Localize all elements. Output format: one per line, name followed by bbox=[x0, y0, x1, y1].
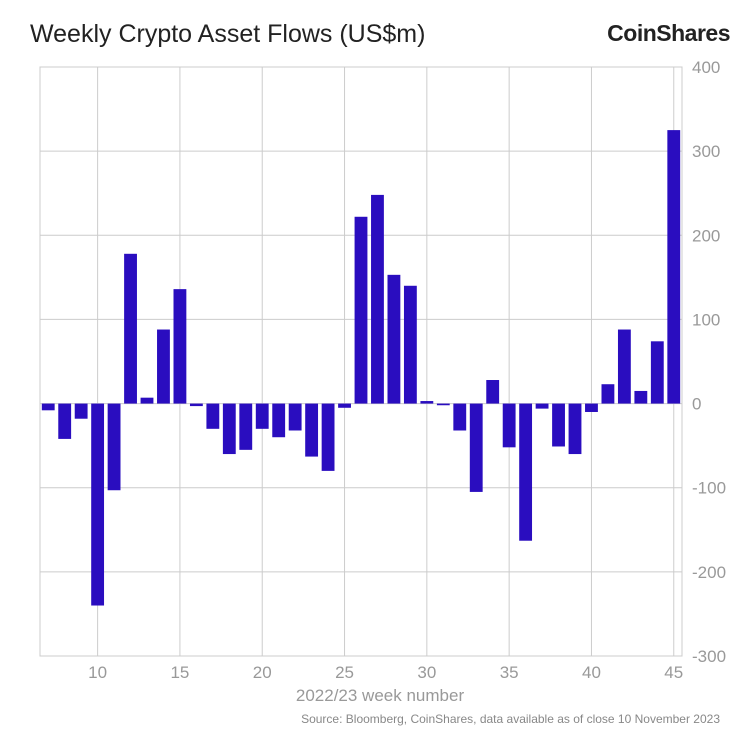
svg-text:0: 0 bbox=[692, 395, 701, 414]
bar bbox=[108, 404, 121, 491]
svg-text:30: 30 bbox=[417, 663, 436, 682]
svg-text:20: 20 bbox=[253, 663, 272, 682]
bar bbox=[585, 404, 598, 412]
brand-logo: CoinShares bbox=[607, 20, 730, 47]
bar bbox=[256, 404, 269, 429]
svg-text:-100: -100 bbox=[692, 479, 726, 498]
bar bbox=[602, 384, 615, 403]
bar bbox=[470, 404, 483, 492]
x-axis-label: 2022/23 week number bbox=[30, 686, 730, 706]
bar bbox=[190, 404, 203, 407]
bar bbox=[75, 404, 88, 419]
bar bbox=[157, 330, 170, 404]
bar bbox=[338, 404, 351, 408]
bar bbox=[503, 404, 516, 448]
svg-text:-300: -300 bbox=[692, 647, 726, 666]
bar bbox=[371, 195, 384, 404]
bar bbox=[174, 289, 187, 403]
bar bbox=[618, 330, 631, 404]
svg-text:200: 200 bbox=[692, 226, 720, 245]
bar bbox=[355, 217, 368, 404]
svg-text:-200: -200 bbox=[692, 563, 726, 582]
bar bbox=[141, 398, 154, 404]
source-footer: Source: Bloomberg, CoinShares, data avai… bbox=[30, 712, 730, 726]
bar bbox=[239, 404, 252, 450]
bar bbox=[486, 380, 499, 404]
svg-text:10: 10 bbox=[88, 663, 107, 682]
bar bbox=[206, 404, 219, 429]
bar bbox=[272, 404, 285, 438]
bar bbox=[58, 404, 71, 439]
bar bbox=[124, 254, 137, 404]
header-row: Weekly Crypto Asset Flows (US$m) CoinSha… bbox=[30, 20, 730, 49]
bar bbox=[305, 404, 318, 457]
bar bbox=[388, 275, 401, 404]
bar bbox=[519, 404, 532, 541]
chart-container: Weekly Crypto Asset Flows (US$m) CoinSha… bbox=[0, 0, 750, 753]
chart-area: -300 -200 -100 0 100 200 300 400 10 15 20 25 30 35 40 4… bbox=[30, 59, 730, 684]
bar bbox=[91, 404, 104, 606]
bar bbox=[322, 404, 335, 471]
bar bbox=[667, 130, 680, 403]
svg-text:100: 100 bbox=[692, 310, 720, 329]
bar bbox=[552, 404, 565, 447]
bar bbox=[223, 404, 236, 454]
bar-chart-svg: -300 -200 -100 0 100 200 300 400 10 15 20 25 30 35 40 4… bbox=[30, 59, 730, 684]
bar bbox=[453, 404, 466, 431]
bar bbox=[404, 286, 417, 404]
svg-text:400: 400 bbox=[692, 59, 720, 77]
svg-text:300: 300 bbox=[692, 142, 720, 161]
bar bbox=[651, 341, 664, 403]
svg-text:15: 15 bbox=[170, 663, 189, 682]
bar bbox=[536, 404, 549, 409]
svg-text:45: 45 bbox=[664, 663, 683, 682]
svg-text:25: 25 bbox=[335, 663, 354, 682]
bar bbox=[289, 404, 302, 431]
svg-text:35: 35 bbox=[500, 663, 519, 682]
bar bbox=[437, 404, 450, 406]
bar bbox=[42, 404, 55, 411]
bar bbox=[634, 391, 647, 404]
bar bbox=[420, 401, 433, 404]
chart-title: Weekly Crypto Asset Flows (US$m) bbox=[30, 20, 425, 49]
svg-text:40: 40 bbox=[582, 663, 601, 682]
bar bbox=[569, 404, 582, 454]
